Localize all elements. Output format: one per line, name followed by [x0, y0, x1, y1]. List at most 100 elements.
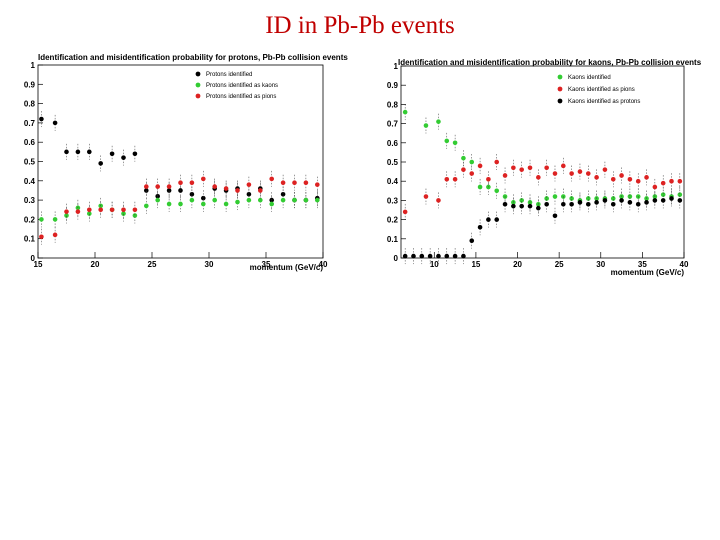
x-tick-label: 10 [430, 260, 439, 269]
data-point [511, 165, 516, 171]
data-point [52, 232, 58, 238]
data-point [502, 173, 508, 178]
y-tick-label: 0.9 [387, 81, 399, 90]
data-point [178, 180, 183, 186]
legend-marker [557, 74, 563, 80]
data-point [519, 198, 524, 203]
data-point [87, 149, 92, 155]
data-point [39, 217, 44, 222]
data-point [189, 197, 195, 203]
data-point [132, 213, 138, 218]
x-tick-label: 35 [638, 260, 647, 269]
data-point [544, 201, 549, 207]
data-point [544, 165, 549, 171]
data-point [75, 209, 81, 214]
data-point [669, 196, 674, 201]
x-tick-label: 20 [513, 260, 522, 269]
data-point [577, 169, 583, 174]
data-point [132, 151, 138, 157]
data-point [75, 149, 81, 155]
data-point [486, 176, 491, 182]
data-point [527, 165, 533, 171]
kaon-id-chart: Identification and misidentification pro… [387, 58, 702, 277]
legend-marker [557, 86, 563, 92]
data-point [469, 238, 475, 244]
data-point [494, 217, 500, 222]
y-tick-label: 0.3 [24, 196, 36, 205]
data-point [444, 138, 450, 144]
x-axis-label: momentum (GeV/c) [250, 263, 324, 272]
data-point [64, 213, 69, 218]
y-tick-label: 0.2 [24, 215, 36, 224]
data-point [519, 203, 524, 209]
x-tick-label: 15 [34, 260, 43, 269]
legend-marker [195, 93, 201, 99]
data-point [258, 197, 263, 203]
y-tick-label: 0.9 [24, 80, 36, 89]
data-point [98, 207, 103, 213]
data-point [144, 188, 149, 193]
data-point [444, 253, 450, 259]
data-point [602, 167, 608, 172]
data-point [452, 140, 458, 146]
data-point [461, 253, 466, 259]
legend-entry: Kaons identified as pions [557, 86, 635, 93]
y-tick-label: 0.7 [24, 119, 36, 128]
data-point [660, 198, 666, 203]
data-point [436, 119, 441, 124]
data-point [201, 201, 206, 207]
data-point [486, 217, 491, 222]
data-point [223, 201, 229, 207]
data-point [677, 178, 683, 184]
data-point [477, 224, 483, 230]
y-tick-label: 0.5 [24, 158, 36, 167]
y-tick-label: 0.4 [24, 177, 36, 186]
data-point [411, 253, 416, 259]
legend-marker [195, 82, 201, 88]
plot-frame [37, 64, 324, 259]
data-point [201, 195, 206, 201]
data-point [315, 197, 320, 203]
data-point [660, 180, 666, 186]
data-point [477, 184, 483, 190]
data-point [619, 198, 624, 203]
plot-frame [400, 65, 685, 259]
data-point [585, 171, 591, 176]
data-point [677, 192, 683, 197]
chart-title: Identification and misidentification pro… [38, 53, 348, 62]
data-point [536, 175, 541, 180]
data-point [235, 188, 240, 193]
data-point [223, 186, 229, 191]
data-point [502, 201, 508, 207]
data-point [436, 198, 441, 203]
data-point [511, 203, 516, 209]
data-point [569, 196, 574, 201]
y-tick-label: 0.7 [387, 120, 399, 129]
data-point [39, 234, 44, 240]
data-point [669, 178, 674, 184]
x-tick-label: 30 [205, 260, 214, 269]
legend-label: Protons identified as pions [206, 94, 276, 100]
data-point [552, 171, 558, 176]
y-tick-label: 0.4 [387, 177, 399, 186]
data-point [235, 199, 240, 205]
data-point [303, 180, 309, 186]
y-tick-label: 0.6 [387, 139, 399, 148]
data-point [585, 196, 591, 201]
x-axis-label: momentum (GeV/c) [611, 268, 685, 277]
data-point [461, 167, 466, 172]
data-point [577, 200, 583, 205]
x-tick-label: 40 [680, 260, 689, 269]
data-point [585, 201, 591, 207]
proton-id-chart: Identification and misidentification pro… [24, 53, 348, 272]
x-tick-label: 25 [148, 260, 157, 269]
data-point [477, 163, 483, 169]
data-point [444, 176, 450, 182]
data-point [552, 194, 558, 199]
legend-entry: Kaons identified as protons [557, 98, 640, 105]
y-tick-label: 0.3 [387, 196, 399, 205]
data-point [527, 203, 533, 209]
data-point [423, 194, 429, 199]
data-point [121, 211, 126, 216]
data-point [98, 161, 103, 166]
